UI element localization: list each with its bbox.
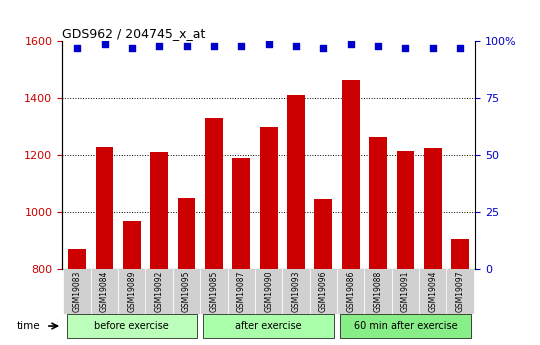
Text: GSM19096: GSM19096	[319, 271, 328, 312]
Point	[127, 46, 136, 51]
Bar	[396, 151, 414, 269]
Point	[346, 41, 355, 47]
Point	[401, 46, 410, 51]
Text: GDS962 / 204745_x_at: GDS962 / 204745_x_at	[62, 27, 206, 40]
Point	[210, 43, 218, 49]
Text: after exercise: after exercise	[235, 321, 302, 331]
Bar	[287, 96, 305, 269]
Point	[100, 41, 109, 47]
Point	[292, 43, 300, 49]
Text: GSM19088: GSM19088	[374, 271, 382, 312]
Bar	[424, 148, 442, 269]
Text: GSM19091: GSM19091	[401, 271, 410, 312]
Text: GSM19097: GSM19097	[456, 271, 464, 312]
Bar	[451, 239, 469, 269]
Point	[374, 43, 382, 49]
Text: GSM19090: GSM19090	[264, 271, 273, 312]
Text: GSM19095: GSM19095	[182, 271, 191, 312]
Text: 60 min after exercise: 60 min after exercise	[354, 321, 457, 331]
Point	[155, 43, 164, 49]
Point	[428, 46, 437, 51]
Point	[73, 46, 82, 51]
Bar	[178, 198, 195, 269]
Text: GSM19086: GSM19086	[346, 271, 355, 312]
Point	[456, 46, 464, 51]
Text: GSM19093: GSM19093	[292, 271, 300, 312]
Point	[237, 43, 246, 49]
Text: before exercise: before exercise	[94, 321, 169, 331]
Point	[319, 46, 328, 51]
Text: time: time	[17, 321, 40, 331]
Bar	[260, 127, 278, 269]
Bar	[342, 80, 360, 269]
Bar	[205, 118, 223, 269]
Text: GSM19087: GSM19087	[237, 271, 246, 312]
Text: GSM19094: GSM19094	[428, 271, 437, 312]
Text: GSM19089: GSM19089	[127, 271, 137, 312]
Text: GSM19092: GSM19092	[155, 271, 164, 312]
Bar	[96, 147, 113, 269]
Bar	[150, 152, 168, 269]
Text: GSM19085: GSM19085	[210, 271, 219, 312]
Bar	[123, 221, 141, 269]
Bar	[314, 199, 332, 269]
Point	[183, 43, 191, 49]
Bar	[68, 249, 86, 269]
Text: GSM19083: GSM19083	[73, 271, 82, 312]
Text: GSM19084: GSM19084	[100, 271, 109, 312]
Bar	[369, 137, 387, 269]
Point	[265, 41, 273, 47]
Bar	[232, 158, 250, 269]
